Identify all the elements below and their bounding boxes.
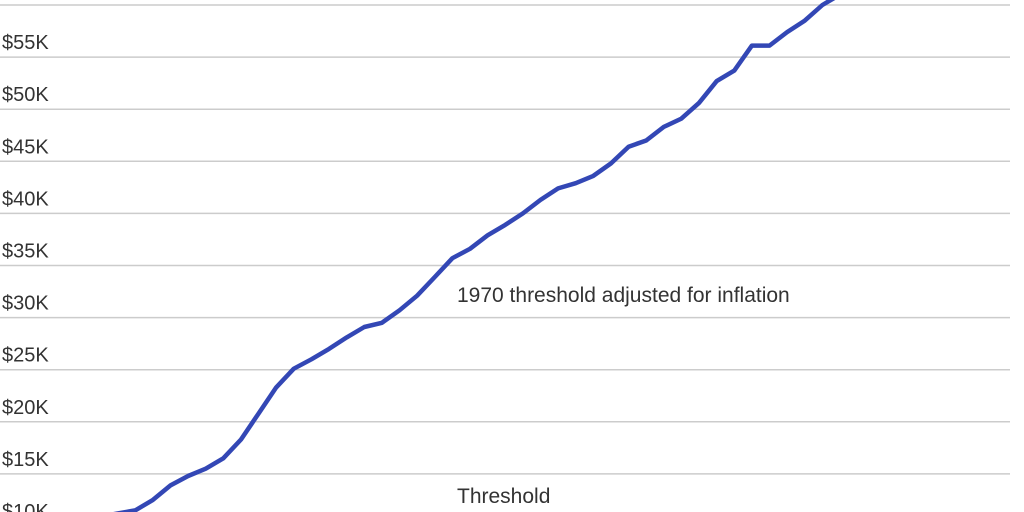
annotation: 1970 threshold adjusted for inflation <box>457 284 790 307</box>
y-tick-label: $25K <box>2 345 49 367</box>
y-tick-label: $40K <box>2 188 49 210</box>
y-tick-label: $30K <box>2 293 49 315</box>
annotation: Threshold <box>457 485 550 508</box>
y-tick-label: $55K <box>2 32 49 54</box>
y-tick-label: $20K <box>2 397 49 419</box>
y-tick-label: $50K <box>2 84 49 106</box>
y-tick-label: $10K <box>2 501 49 512</box>
y-tick-label: $45K <box>2 136 49 158</box>
line <box>113 0 836 512</box>
y-tick-label: $35K <box>2 241 49 263</box>
y-tick-label: $15K <box>2 449 49 471</box>
